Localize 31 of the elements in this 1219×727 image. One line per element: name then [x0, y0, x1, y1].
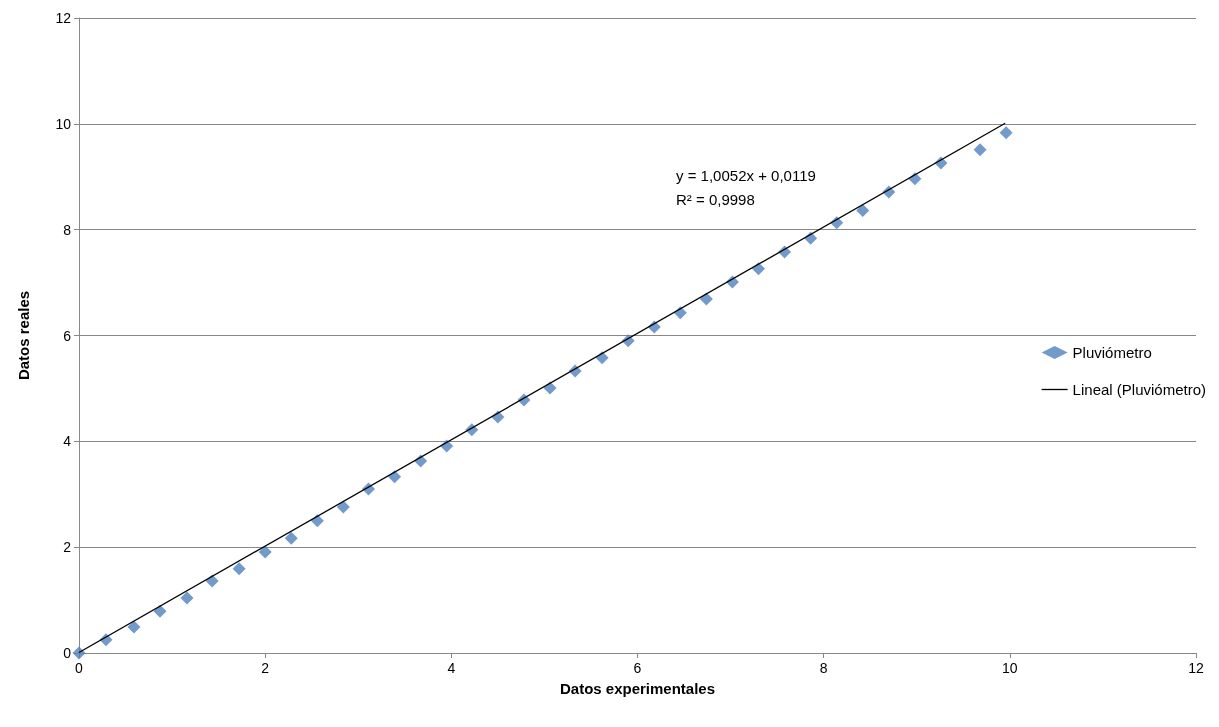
x-tick-label: 10 — [1002, 660, 1018, 676]
y-tick-label: 8 — [63, 221, 72, 238]
x-tick-label: 2 — [261, 660, 270, 676]
y-tick-label: 4 — [63, 433, 72, 450]
y-tick-label: 0 — [63, 645, 72, 661]
point — [258, 545, 272, 559]
point — [72, 646, 86, 660]
legend-label: Lineal (Pluviómetro) — [1072, 381, 1206, 398]
legend-label: Pluviómetro — [1072, 344, 1152, 361]
x-axis-title: Datos experimentales — [559, 680, 716, 697]
point — [999, 126, 1013, 140]
x-tick-label: 4 — [447, 660, 456, 676]
point — [127, 620, 141, 634]
point — [153, 604, 167, 618]
point — [284, 531, 298, 545]
y-tick-label: 2 — [63, 539, 72, 556]
x-tick-label: 6 — [633, 660, 642, 676]
y-tick-label: 12 — [55, 10, 72, 26]
y-axis-title: Datos reales — [15, 290, 32, 381]
y-tick-label: 10 — [55, 115, 72, 132]
point — [336, 500, 350, 514]
x-tick-label: 8 — [819, 660, 828, 676]
point — [973, 143, 987, 157]
annotation: R² = 0,9998 — [675, 191, 755, 208]
point — [180, 591, 194, 605]
annotation: y = 1,0052x + 0,0119 — [676, 167, 816, 184]
x-tick-label: 0 — [75, 660, 84, 676]
y-tick-label: 6 — [63, 327, 72, 344]
point — [232, 562, 246, 576]
x-tick-label: 12 — [1188, 660, 1204, 676]
point — [856, 204, 870, 218]
